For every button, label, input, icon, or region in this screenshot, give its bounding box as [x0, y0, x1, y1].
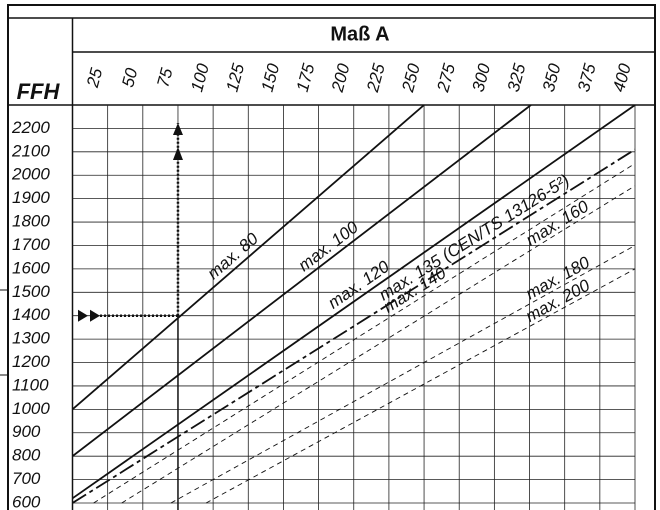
arrow [78, 309, 88, 322]
x-tick-label: 325 [504, 61, 530, 94]
series-line [121, 185, 636, 504]
x-tick-label: 400 [609, 61, 635, 94]
y-tick-label: 2000 [11, 165, 50, 184]
line-label: max. 80 [204, 229, 263, 283]
series-line [205, 268, 636, 504]
y-tick-label: 1100 [12, 375, 49, 394]
x-tick-label: 200 [328, 61, 354, 95]
x-tick-label: 225 [363, 61, 389, 95]
side-box [0, 289, 9, 376]
x-tick-label: 150 [258, 61, 284, 94]
line-label: max. 100 [295, 217, 362, 275]
y-tick-label: 1600 [12, 258, 50, 277]
x-tick-label: 350 [539, 61, 565, 94]
y-tick-label: 1900 [12, 188, 50, 207]
series-line [72, 105, 532, 457]
y-tick-label: 1700 [12, 235, 50, 254]
x-tick-label: 75 [153, 66, 176, 90]
y-tick-label: 1800 [12, 212, 50, 231]
x-tick-label: 375 [574, 61, 600, 94]
y-tick-label: 1200 [12, 352, 50, 371]
x-tick-label: 175 [293, 61, 319, 94]
series-line [72, 105, 636, 500]
y-tick-label: 1400 [12, 305, 50, 324]
series-line [72, 148, 636, 504]
y-tick-label: 1300 [12, 329, 50, 348]
y-tick-label: 800 [12, 446, 41, 465]
x-tick-label: 100 [187, 61, 213, 94]
y-tick-label: 2100 [11, 141, 50, 160]
series-line [170, 245, 636, 504]
y-tick-label: 700 [12, 469, 41, 488]
arrow [172, 147, 183, 160]
arrow [90, 309, 100, 322]
x-tick-label: 25 [83, 66, 107, 91]
series-line [72, 105, 425, 411]
x-axis-title: Maß A [330, 23, 389, 45]
x-tick-label: 275 [433, 61, 459, 95]
series-line [93, 163, 636, 504]
y-tick-label: 600 [12, 492, 41, 510]
y-tick-label: 900 [12, 422, 41, 441]
x-tick-label: 125 [222, 61, 248, 94]
plot: 600 700 800 900 1000 1100 1200 1300 1400 1500 1600… [11, 61, 636, 510]
y-tick-label: 1000 [12, 399, 50, 418]
x-tick-label: 50 [118, 66, 141, 90]
y-tick-label: 2200 [11, 118, 50, 137]
y-tick-label: 1500 [12, 282, 50, 301]
x-tick-label: 300 [469, 61, 495, 94]
frame [7, 4, 656, 510]
arrow [172, 123, 183, 135]
x-tick-label: 250 [398, 61, 424, 95]
y-axis-title: FFH [17, 79, 61, 104]
